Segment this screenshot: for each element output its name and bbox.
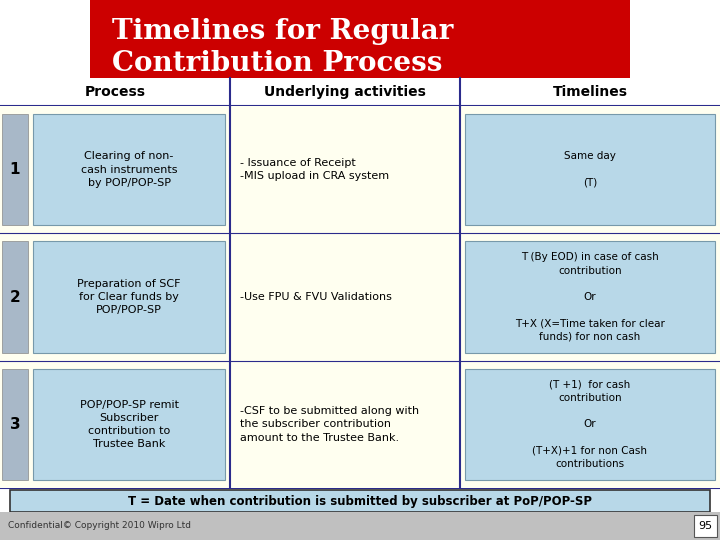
Text: Clearing of non-
cash instruments
by POP/POP-SP: Clearing of non- cash instruments by POP… <box>81 151 177 188</box>
Text: T = Date when contribution is submitted by subscriber at PoP/POP-SP: T = Date when contribution is submitted … <box>128 495 592 508</box>
Text: Process: Process <box>84 85 145 99</box>
Text: Underlying activities: Underlying activities <box>264 85 426 99</box>
Text: (T +1)  for cash
contribution

Or

(T+X)+1 for non Cash
contributions: (T +1) for cash contribution Or (T+X)+1 … <box>533 380 647 469</box>
Text: -CSF to be submitted along with
the subscriber contribution
amount to the Truste: -CSF to be submitted along with the subs… <box>240 406 419 443</box>
Text: Same day

(T): Same day (T) <box>564 151 616 188</box>
Text: T (By EOD) in case of cash
contribution

Or

T+X (X=Time taken for clear
funds) : T (By EOD) in case of cash contribution … <box>515 252 665 342</box>
Bar <box>2 114 28 225</box>
Text: Preparation of SCF
for Clear funds by
POP/POP-SP: Preparation of SCF for Clear funds by PO… <box>77 279 181 315</box>
Bar <box>90 0 630 78</box>
Text: Contribution Process: Contribution Process <box>112 50 442 77</box>
Bar <box>0 233 720 361</box>
Bar <box>0 78 720 106</box>
Bar <box>0 106 720 233</box>
Bar <box>33 241 225 353</box>
Text: 3: 3 <box>9 417 20 432</box>
Text: 1: 1 <box>10 162 20 177</box>
Text: 2: 2 <box>9 289 20 305</box>
Bar <box>0 0 90 78</box>
Bar <box>465 114 715 225</box>
Text: Timelines: Timelines <box>552 85 628 99</box>
Bar <box>0 106 720 488</box>
Bar <box>10 490 710 512</box>
Bar <box>630 0 720 78</box>
Text: Timelines for Regular: Timelines for Regular <box>112 18 454 45</box>
Text: POP/POP-SP remit
Subscriber
contribution to
Trustee Bank: POP/POP-SP remit Subscriber contribution… <box>79 400 179 449</box>
Bar <box>2 369 28 480</box>
Bar <box>465 369 715 480</box>
Text: 95: 95 <box>698 521 712 531</box>
Bar <box>33 369 225 480</box>
Bar <box>694 515 717 537</box>
Bar <box>33 114 225 225</box>
Text: - Issuance of Receipt
-MIS upload in CRA system: - Issuance of Receipt -MIS upload in CRA… <box>240 158 389 181</box>
Bar <box>465 241 715 353</box>
Bar <box>0 512 720 540</box>
Bar <box>2 241 28 353</box>
Text: Confidential© Copyright 2010 Wipro Ltd: Confidential© Copyright 2010 Wipro Ltd <box>8 522 191 530</box>
Text: -Use FPU & FVU Validations: -Use FPU & FVU Validations <box>240 292 392 302</box>
Bar <box>0 361 720 488</box>
